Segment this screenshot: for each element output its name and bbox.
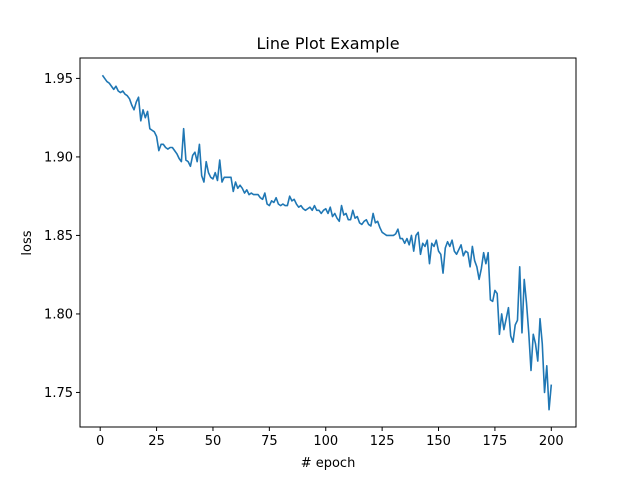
x-tick-label: 75 [261,434,278,449]
x-axis-label: # epoch [301,456,356,471]
y-tick-label: 1.75 [44,386,73,401]
y-axis-label: loss [20,230,35,255]
y-tick-label: 1.95 [44,72,73,87]
y-tick-label: 1.90 [44,150,73,165]
y-tick-label: 1.85 [44,229,73,244]
x-tick-label: 25 [148,434,165,449]
chart-title: Line Plot Example [256,34,399,53]
x-tick-label: 200 [539,434,564,449]
y-axis: 1.75 1.80 1.85 1.90 1.95 [44,72,80,401]
x-tick-label: 125 [370,434,395,449]
x-axis: 0 25 50 75 100 125 150 175 200 [96,427,564,449]
plot-frame [79,57,577,428]
series-line-0 [101,74,553,411]
x-tick-label: 50 [205,434,222,449]
plot-area [101,74,553,411]
y-tick-label: 1.80 [44,307,73,322]
x-tick-label: 150 [426,434,451,449]
x-tick-label: 0 [96,434,104,449]
x-tick-label: 100 [313,434,338,449]
x-tick-label: 175 [482,434,507,449]
